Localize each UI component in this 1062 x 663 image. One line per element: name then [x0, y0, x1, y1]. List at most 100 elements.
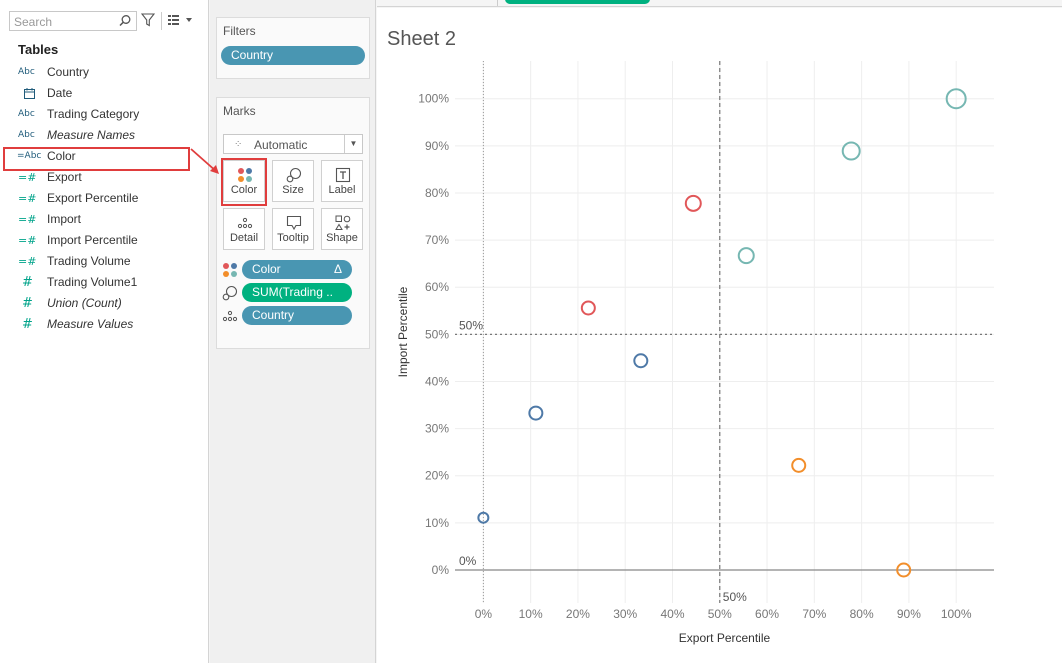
measure-type-icon: =# — [18, 213, 37, 226]
marks-color-label: Color — [230, 184, 258, 196]
y-tick-label: 100% — [418, 92, 449, 106]
color-shelf-pill[interactable]: Color Δ — [242, 260, 352, 279]
mark-type-label: Automatic — [254, 138, 308, 152]
measure-type-icon: =# — [18, 192, 37, 205]
field-label: Color — [47, 149, 76, 163]
measure-type-icon: # — [22, 296, 33, 311]
scatter-point[interactable] — [580, 300, 596, 316]
marks-shape-button[interactable]: Shape — [321, 208, 363, 250]
chevron-down-icon[interactable]: ▼ — [344, 135, 362, 153]
annotation-arrow — [190, 148, 219, 174]
field-color[interactable]: =Abc Color — [0, 146, 205, 167]
measure-type-icon: # — [22, 317, 33, 332]
measure-type-icon: # — [22, 275, 33, 290]
dimension-type-icon: Abc — [18, 67, 35, 77]
marks-size-label: Size — [282, 184, 304, 196]
field-label: Trading Volume1 — [47, 275, 138, 289]
field-trading-category[interactable]: Abc Trading Category — [0, 104, 205, 125]
y-tick-label: 0% — [432, 563, 450, 577]
scatter-point[interactable] — [633, 353, 649, 369]
calendar-icon — [18, 87, 42, 100]
search-box[interactable] — [9, 11, 137, 31]
scatter-plot[interactable]: 0% 10% 20% 30% 40% 50% 60% 70% 80% 90% 100% 0% 10% 20… — [377, 8, 1062, 663]
field-date[interactable]: Date — [0, 83, 205, 104]
view-options-icon[interactable] — [167, 14, 193, 26]
field-country[interactable]: Abc Country — [0, 62, 205, 83]
color-button-highlight — [221, 158, 267, 206]
field-import[interactable]: =# Import — [0, 209, 205, 230]
field-trading-volume[interactable]: =# Trading Volume — [0, 251, 205, 272]
y-tick-label: 80% — [425, 186, 449, 200]
y-tick-label: 60% — [425, 280, 449, 294]
delta-icon: Δ — [333, 262, 342, 276]
field-label: Union (Count) — [47, 296, 122, 310]
field-measure-values[interactable]: # Measure Values — [0, 314, 205, 335]
x-axis-title: Export Percentile — [679, 631, 771, 645]
field-union-count[interactable]: # Union (Count) — [0, 293, 205, 314]
marks-color-button[interactable]: Color — [223, 160, 265, 202]
field-label: Measure Values — [47, 317, 134, 331]
field-export-percentile[interactable]: =# Export Percentile — [0, 188, 205, 209]
scatter-point[interactable] — [684, 194, 702, 212]
marks-label-button[interactable]: Label — [321, 160, 363, 202]
toolbar-separator — [161, 12, 162, 30]
field-label: Import — [47, 212, 82, 226]
x-tick-label: 10% — [519, 607, 543, 621]
scatter-point[interactable] — [945, 88, 967, 110]
marks-detail-button[interactable]: Detail — [223, 208, 265, 250]
field-import-percentile[interactable]: =# Import Percentile — [0, 230, 205, 251]
y-tick-label: 90% — [425, 139, 449, 153]
field-export[interactable]: =# Export — [0, 167, 205, 188]
x-tick-label: 40% — [660, 607, 684, 621]
field-label: Export — [47, 170, 82, 184]
size-icon — [286, 167, 302, 183]
columns-shelf-pill[interactable] — [505, 0, 650, 4]
marks-shape-label: Shape — [326, 232, 358, 244]
search-input[interactable] — [14, 14, 118, 29]
size-shelf-pill[interactable]: SUM(Trading .. — [242, 283, 352, 302]
tooltip-icon — [286, 215, 302, 231]
marks-size-button[interactable]: Size — [272, 160, 314, 202]
sheet-title: Sheet 2 — [387, 28, 456, 50]
marks-tooltip-button[interactable]: Tooltip — [272, 208, 314, 250]
scatter-point[interactable] — [477, 511, 490, 524]
detail-shelf-icon — [222, 310, 238, 322]
x-tick-label: 60% — [755, 607, 779, 621]
mark-type-icon: ⁘ — [234, 139, 243, 150]
field-label: Date — [47, 86, 73, 100]
dimension-type-icon: Abc — [18, 109, 35, 119]
field-label: Country — [47, 65, 90, 79]
field-measure-names[interactable]: Abc Measure Names — [0, 125, 205, 146]
x-tick-label: 90% — [897, 607, 921, 621]
measure-type-icon: =# — [18, 171, 37, 184]
field-label: Import Percentile — [47, 233, 138, 247]
search-icon[interactable] — [118, 14, 132, 28]
measure-type-icon: =# — [18, 255, 37, 268]
x-tick-label: 80% — [850, 607, 874, 621]
mark-type-dropdown[interactable]: ⁘ Automatic ▼ — [223, 134, 363, 154]
field-trading-volume1[interactable]: # Trading Volume1 — [0, 272, 205, 293]
y-tick-label: 70% — [425, 233, 449, 247]
scatter-point[interactable] — [791, 457, 807, 473]
scatter-point[interactable] — [528, 405, 544, 421]
x-tick-label: 70% — [802, 607, 826, 621]
y-reference-label: 0% — [459, 554, 477, 568]
filter-pill-country[interactable]: Country — [221, 46, 365, 65]
y-reference-label: 50% — [459, 318, 483, 332]
x-tick-label: 20% — [566, 607, 590, 621]
y-tick-label: 30% — [425, 422, 449, 436]
shape-icon — [335, 215, 351, 230]
y-tick-label: 10% — [425, 516, 449, 530]
measure-type-icon: =# — [18, 234, 37, 247]
detail-icon — [237, 217, 253, 229]
detail-shelf-pill[interactable]: Country — [242, 306, 352, 325]
cards-pane: Filters Country Marks ⁘ Automatic ▼ Colo… — [210, 0, 376, 663]
scatter-point[interactable] — [841, 141, 861, 161]
color-icon — [238, 168, 252, 182]
scatter-point[interactable] — [896, 562, 912, 578]
data-pane: Tables Abc Country Date Abc Trading Category… — [0, 0, 209, 663]
scatter-point[interactable] — [737, 247, 755, 265]
filters-title: Filters — [223, 24, 256, 38]
filter-icon[interactable] — [141, 13, 155, 27]
marks-label-label: Label — [328, 184, 356, 196]
